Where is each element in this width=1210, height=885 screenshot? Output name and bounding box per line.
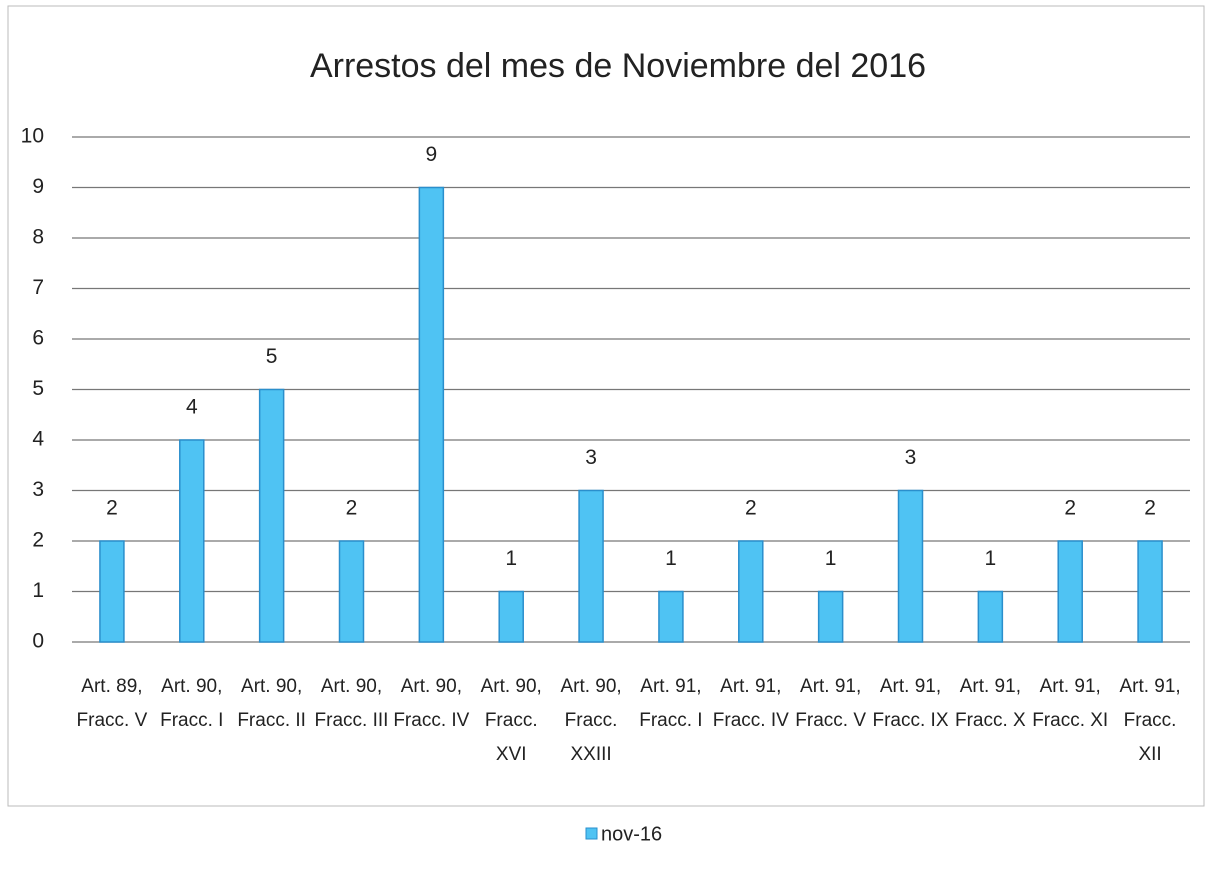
bar [99, 540, 125, 643]
y-tick-label: 6 [32, 327, 44, 350]
bar [897, 489, 924, 643]
y-tick-label: 9 [32, 175, 44, 198]
x-tick-label: Art. 90, Fracc. III [314, 676, 389, 731]
y-tick-label: 3 [32, 478, 44, 501]
x-tick-label: Art. 91, Fracc. XI [1032, 676, 1109, 731]
bar [498, 590, 524, 643]
x-tick-label: Art. 90, Fracc. IV [393, 676, 470, 731]
legend-label: nov-16 [601, 823, 662, 845]
bar [658, 590, 684, 643]
bar [738, 540, 764, 643]
data-label: 5 [266, 345, 278, 368]
data-label: 2 [106, 497, 118, 520]
data-label: 1 [665, 547, 677, 570]
data-label: 1 [985, 547, 997, 570]
chart-title: Arrestos del mes de Noviembre del 2016 [310, 47, 926, 85]
bar [817, 590, 844, 643]
x-tick-label: Art. 91, Fracc. I [639, 676, 703, 731]
bar [578, 489, 604, 643]
data-label: 9 [426, 143, 438, 166]
y-tick-label: 8 [32, 226, 44, 249]
x-tick-label: Art. 91, Fracc. XII [1119, 676, 1181, 765]
y-tick-label: 10 [21, 125, 44, 148]
bar [1137, 540, 1163, 643]
data-label: 2 [745, 497, 757, 520]
y-tick-label: 5 [32, 377, 44, 400]
x-tick-label: Art. 90, Fracc. II [237, 676, 306, 731]
legend-marker [585, 827, 598, 840]
y-tick-label: 2 [32, 529, 44, 552]
x-tick-label: Art. 91, Fracc. IX [872, 676, 949, 731]
y-tick-label: 0 [32, 630, 44, 653]
bar [338, 540, 365, 643]
x-tick-label: Art. 90, Fracc. XVI [480, 676, 542, 765]
data-label: 4 [186, 396, 198, 419]
data-label: 2 [1064, 497, 1076, 520]
x-tick-label: Art. 91, Fracc. X [954, 676, 1026, 731]
data-label: 2 [346, 497, 358, 520]
data-label: 3 [585, 446, 597, 469]
data-label: 1 [825, 547, 837, 570]
bar [258, 388, 285, 643]
x-tick-label: Art. 89, Fracc. V [76, 676, 148, 731]
bar [179, 439, 205, 643]
x-tick-label: Art. 91, Fracc. V [795, 676, 866, 731]
y-tick-label: 7 [32, 276, 44, 299]
x-tick-label: Art. 90, Fracc. I [160, 676, 224, 731]
chart-border [7, 5, 1205, 807]
data-label: 2 [1144, 497, 1156, 520]
bar [977, 590, 1004, 643]
data-label: 1 [505, 547, 517, 570]
y-tick-label: 1 [32, 579, 44, 602]
bar [418, 186, 445, 643]
data-label: 3 [905, 446, 917, 469]
x-tick-label: Art. 91, Fracc. IV [712, 676, 789, 731]
bar [1057, 540, 1083, 643]
x-tick-label: Art. 90, Fracc. XXIII [560, 676, 622, 765]
y-tick-label: 4 [32, 428, 44, 451]
